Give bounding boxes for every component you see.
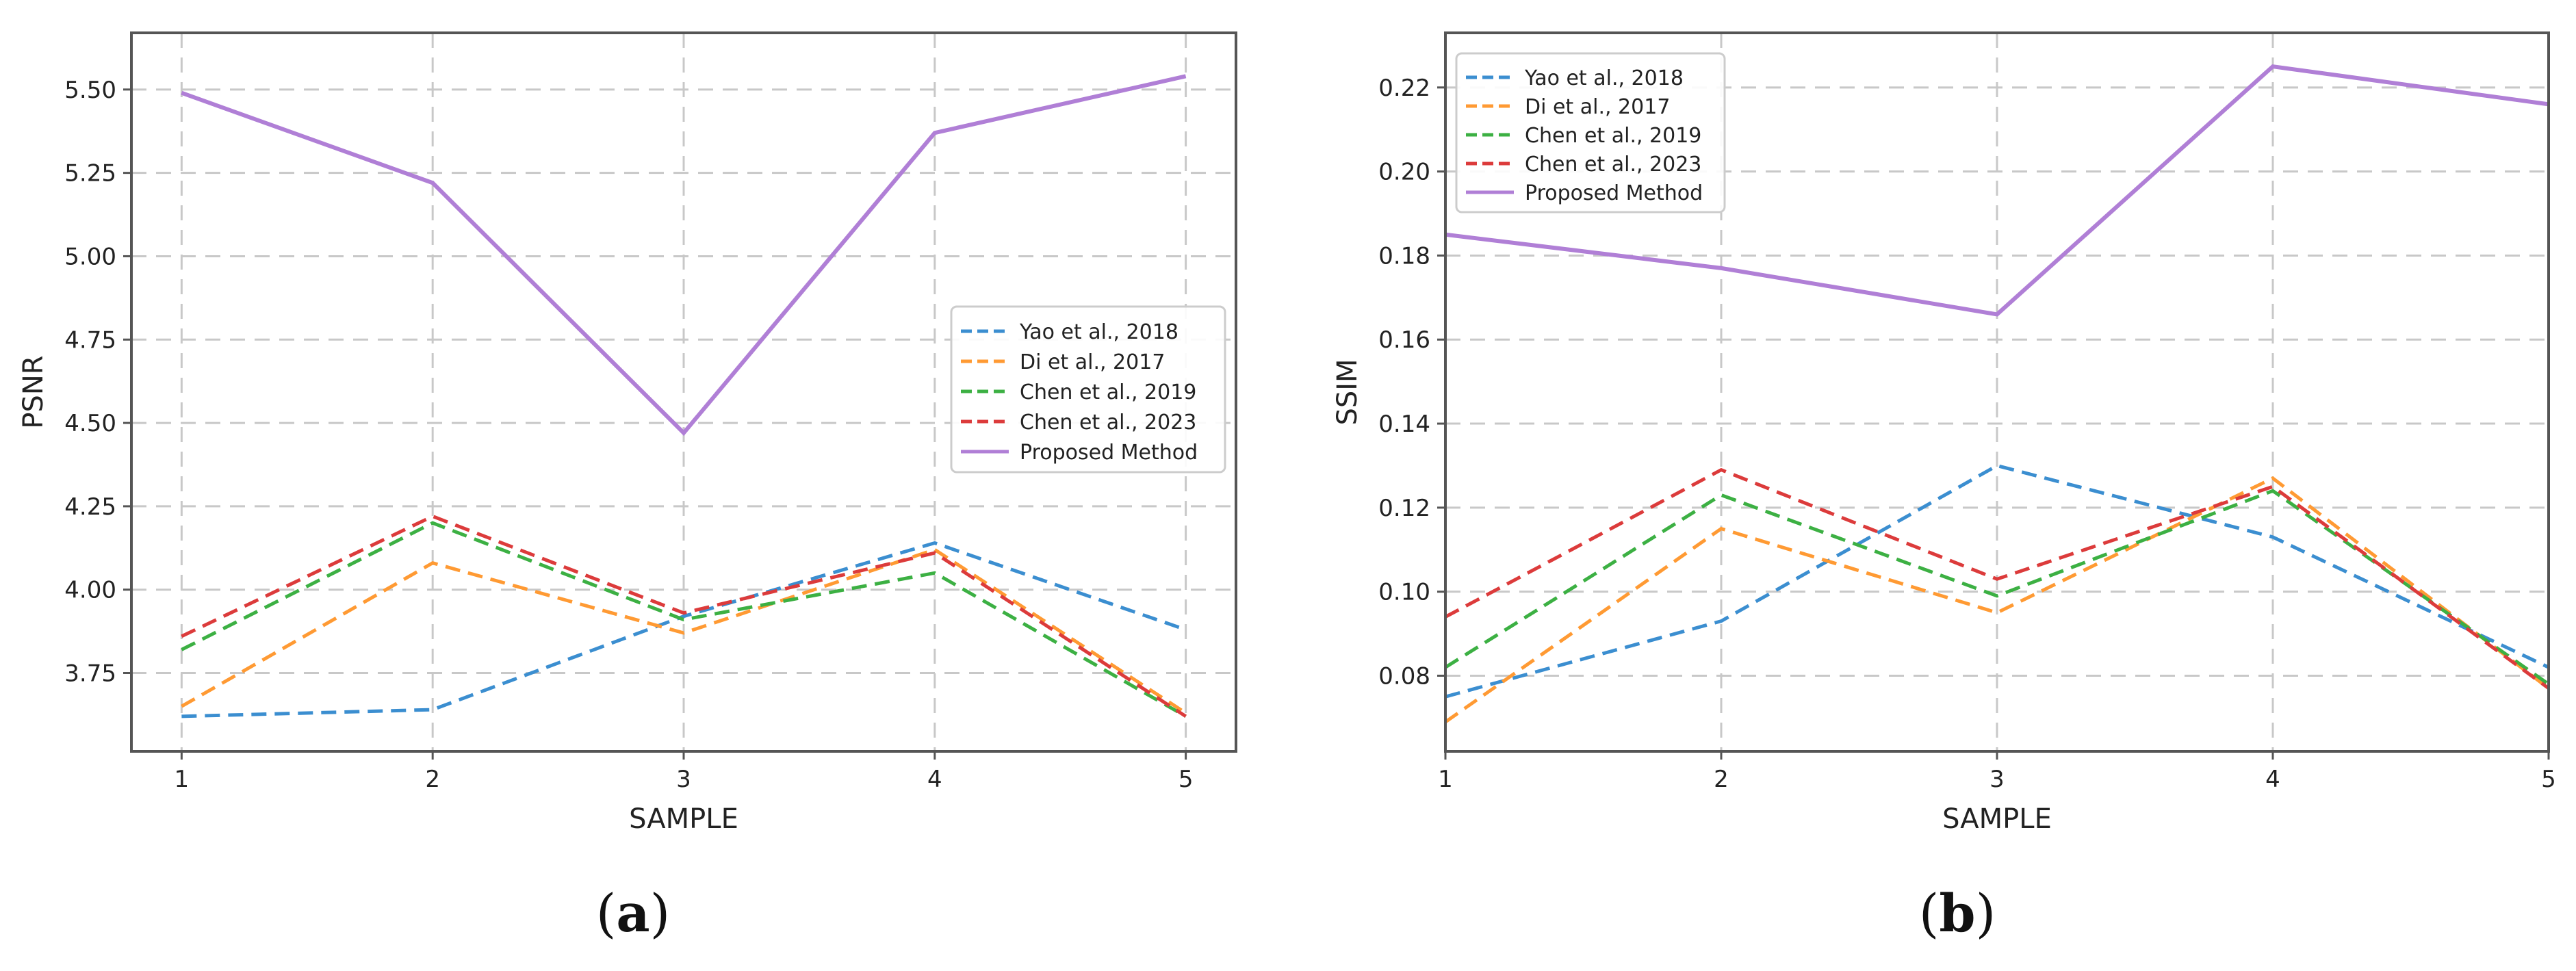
y-axis-label: PSNR — [18, 355, 49, 428]
y-tick-label: 0.12 — [1378, 495, 1430, 522]
y-tick-label: 0.22 — [1378, 75, 1430, 102]
y-tick-label: 4.25 — [64, 493, 116, 521]
y-tick-label: 4.00 — [64, 577, 116, 604]
legend-label: Proposed Method — [1525, 181, 1703, 205]
legend-label: Di et al., 2017 — [1525, 95, 1670, 119]
y-tick-label: 5.50 — [64, 77, 116, 104]
legend-label: Di et al., 2017 — [1020, 350, 1165, 374]
x-tick-label: 4 — [927, 766, 942, 793]
x-axis-label: SAMPLE — [1942, 803, 2052, 835]
x-tick-label: 4 — [2265, 766, 2280, 793]
x-tick-label: 1 — [1438, 766, 1453, 793]
series-line-proposed — [1445, 64, 2549, 317]
y-tick-label: 4.50 — [64, 410, 116, 437]
legend-label: Chen et al., 2019 — [1020, 380, 1196, 404]
x-tick-label: 2 — [1714, 766, 1729, 793]
y-tick-label: 5.00 — [64, 243, 116, 270]
legend-box — [950, 305, 1226, 474]
y-tick-label: 0.10 — [1378, 579, 1430, 606]
caption-a: (a) — [595, 883, 671, 944]
y-tick-label: 4.75 — [64, 326, 116, 354]
series-line-chen2023 — [1444, 467, 2550, 690]
series-line-di — [181, 547, 1187, 715]
chart-a-group: 1 2 3 4 5 3.75 4.00 4.25 4.50 4.75 5.00 5.25 5.50 SAM… — [18, 31, 1237, 835]
x-axis-label: SAMPLE — [629, 803, 738, 835]
series-line-chen2023 — [181, 514, 1187, 718]
caption-a-letter: a — [616, 883, 650, 944]
x-tick-label: 3 — [676, 766, 691, 793]
legend-label: Yao et al., 2018 — [1524, 66, 1684, 90]
legend-box — [1455, 52, 1726, 213]
series-line-yao — [1445, 463, 2550, 699]
caption-b: (b) — [1918, 883, 1996, 944]
series-line-di — [1444, 476, 2550, 724]
y-tick-label: 0.20 — [1378, 159, 1430, 186]
series-line-proposed — [181, 74, 1187, 437]
y-tick-label: 3.75 — [64, 660, 116, 687]
y-axis-label: SSIM — [1332, 359, 1363, 425]
chart-b-group: 1 2 3 4 5 0.08 0.10 0.12 0.14 0.16 0.18 0.20 0.22 SAM… — [1332, 31, 2556, 835]
legend-label: Proposed Method — [1020, 441, 1198, 465]
legend-label: Chen et al., 2023 — [1525, 153, 1701, 177]
y-tick-label: 0.18 — [1378, 242, 1430, 270]
y-tick-label: 0.16 — [1378, 326, 1430, 354]
x-tick-label: 1 — [175, 766, 190, 793]
y-tick-label: 5.25 — [64, 160, 116, 187]
series-line-chen2019 — [181, 521, 1187, 718]
x-tick-label: 2 — [425, 766, 440, 793]
y-tick-label: 0.14 — [1378, 411, 1430, 438]
x-tick-label: 5 — [1178, 766, 1194, 793]
legend-label: Chen et al., 2019 — [1525, 124, 1701, 148]
x-tick-label: 3 — [1989, 766, 2005, 793]
caption-b-letter: b — [1939, 883, 1976, 944]
legend-label: Chen et al., 2023 — [1020, 411, 1196, 435]
legend-label: Yao et al., 2018 — [1019, 320, 1178, 344]
series-line-yao — [181, 541, 1187, 718]
x-tick-label: 5 — [2541, 766, 2556, 793]
y-tick-label: 0.08 — [1378, 662, 1430, 690]
